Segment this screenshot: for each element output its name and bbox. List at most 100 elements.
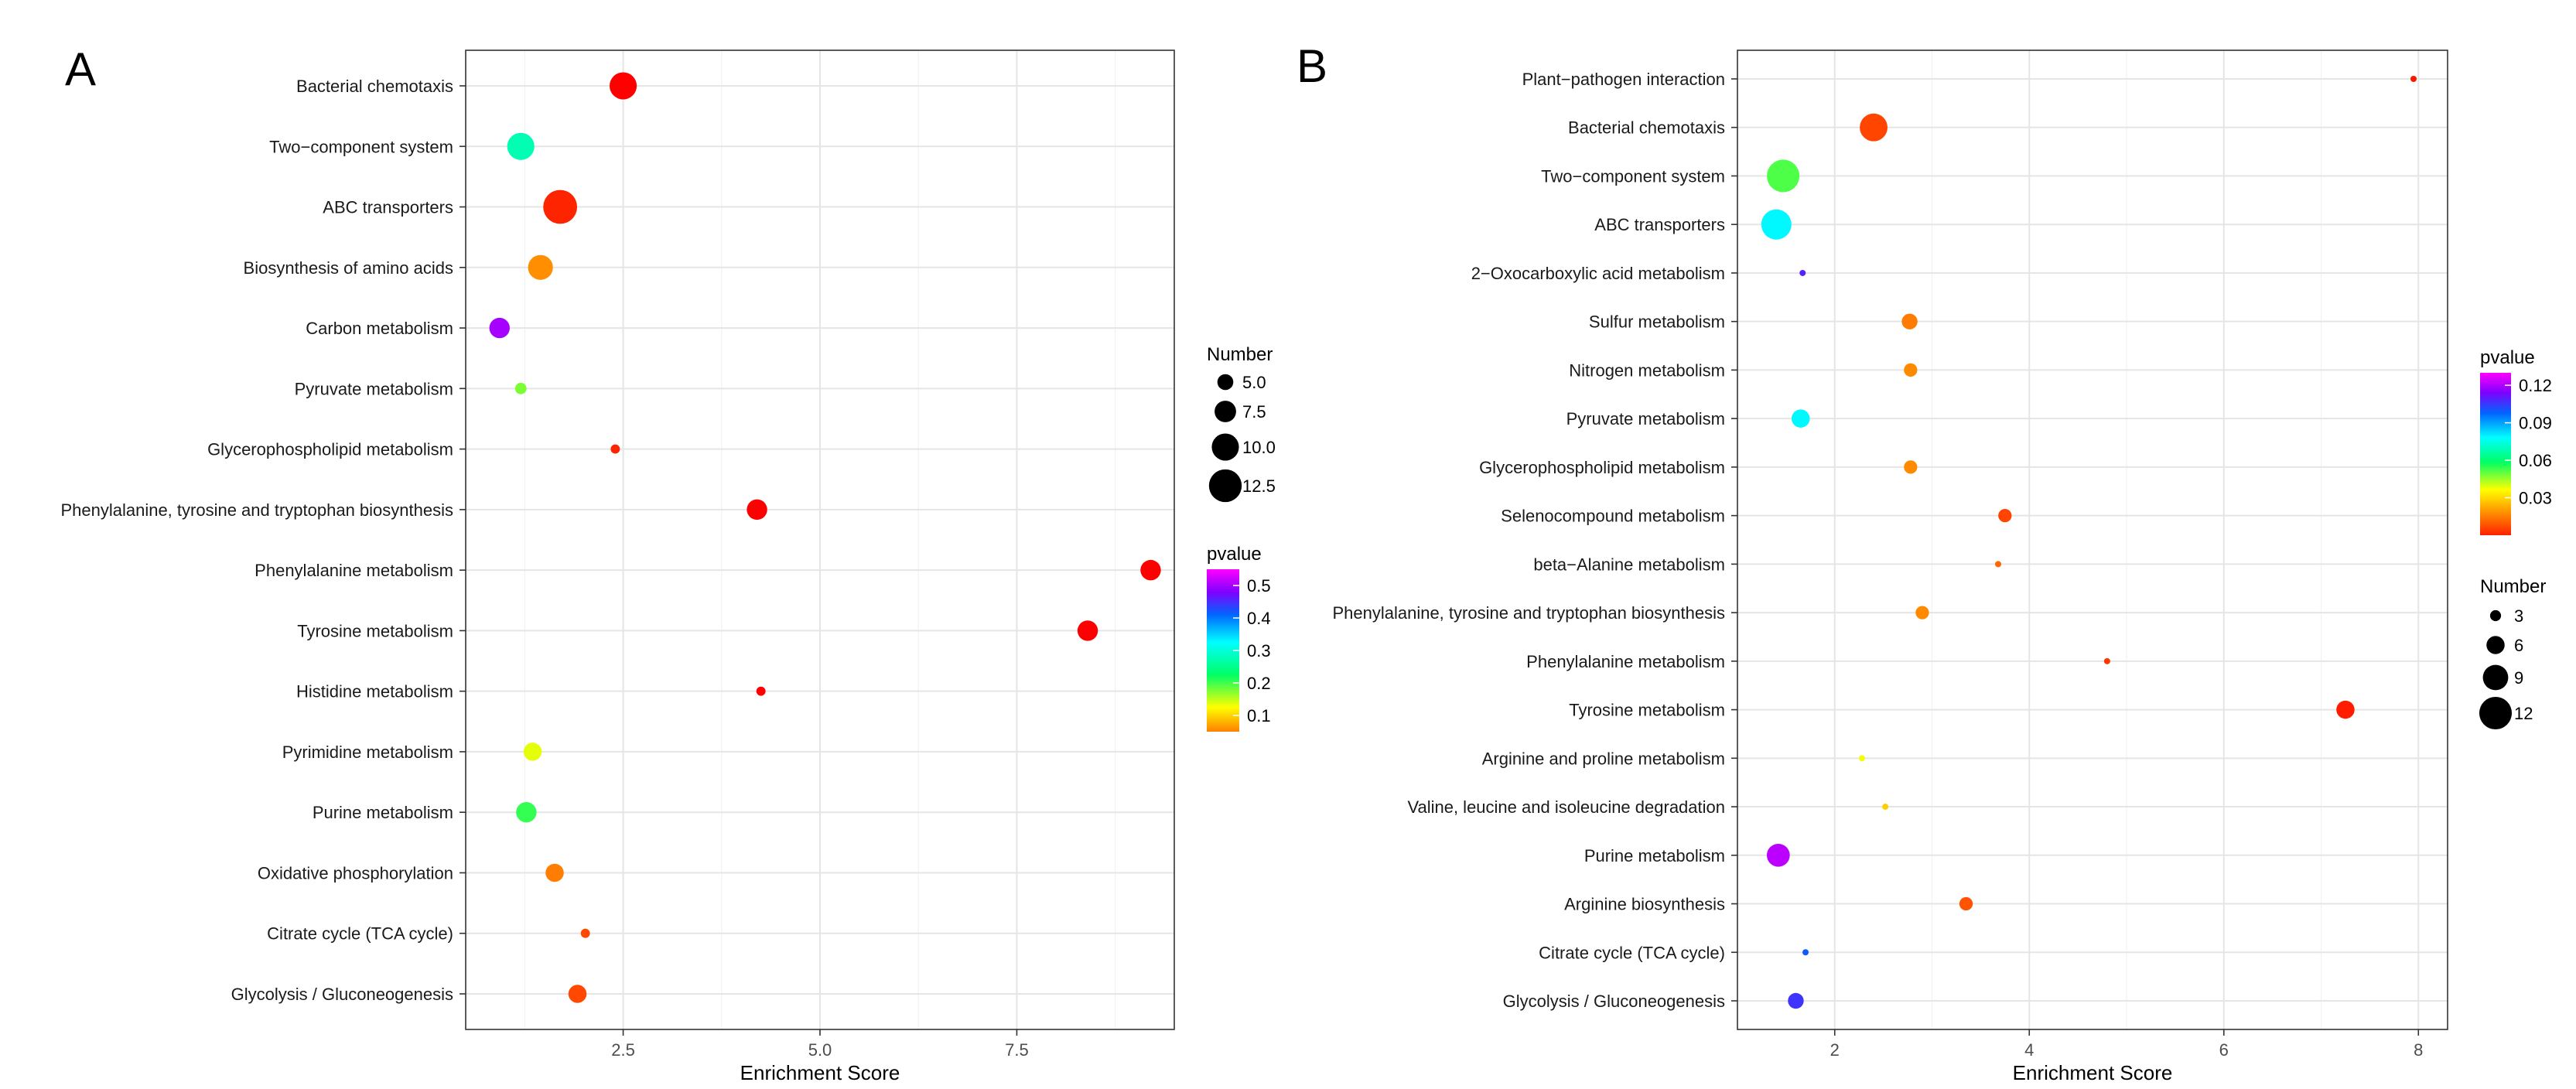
- panel-a-point: [507, 132, 535, 160]
- panel-b-x-axis-title: Enrichment Score: [2013, 1061, 2173, 1084]
- panel-b-category-label: beta−Alanine metabolism: [1533, 555, 1725, 574]
- panel-a-x-tick-label: 7.5: [1005, 1040, 1029, 1060]
- panel-b-x-tick-label: 8: [2414, 1040, 2423, 1060]
- panel-a-points: [489, 72, 1161, 1003]
- panel-a-category-label: Biosynthesis of amino acids: [244, 258, 453, 278]
- panel-b-point: [1858, 755, 1865, 762]
- panel-b-category-label: 2−Oxocarboxylic acid metabolism: [1471, 264, 1725, 283]
- panel-a: A Bacterial chemotaxis Two−component syst…: [60, 43, 1275, 1084]
- panel-b-size-legend-label: 3: [2514, 606, 2523, 626]
- panel-a-point: [580, 928, 590, 938]
- panel-b-category-label: Phenylalanine, tyrosine and tryptophan b…: [1332, 603, 1725, 623]
- panel-b-point: [1904, 363, 1918, 377]
- panel-b-point: [2410, 76, 2417, 82]
- panel-a-category-label: Bacterial chemotaxis: [296, 77, 453, 96]
- panel-a-point: [1140, 559, 1161, 581]
- panel-a-x-tick-label: 2.5: [611, 1040, 635, 1060]
- panel-b-point: [1904, 460, 1918, 474]
- panel-b-size-legend: 3 6 9 12: [2479, 606, 2533, 730]
- panel-a-category-label: Phenylalanine, tyrosine and tryptophan b…: [60, 500, 453, 520]
- panel-a-point: [528, 254, 553, 280]
- panel-b-color-legend-label: 0.03: [2519, 489, 2552, 508]
- panel-b-point: [1882, 804, 1889, 811]
- panel-a-color-legend-label: 0.1: [1247, 706, 1271, 725]
- panel-b-point: [1791, 409, 1810, 428]
- panel-a-category-label: Pyrimidine metabolism: [282, 742, 453, 762]
- panel-b-category-label: ABC transporters: [1594, 215, 1725, 234]
- panel-a-point: [514, 382, 527, 394]
- panel-b-size-legend-key: [2486, 636, 2505, 654]
- panel-b-points: [1761, 76, 2417, 1009]
- panel-a-x-axis-title: Enrichment Score: [740, 1061, 900, 1084]
- panel-b-x-tick-label: 6: [2219, 1040, 2229, 1060]
- panel-a-size-legend-label: 12.5: [1242, 476, 1276, 496]
- panel-b-category-label: Glycolysis / Gluconeogenesis: [1503, 992, 1725, 1011]
- panel-b-plot-frame: [1737, 50, 2448, 1030]
- panel-b-point: [1766, 843, 1790, 867]
- panel-b-category-label: Plant−pathogen interaction: [1522, 70, 1725, 89]
- panel-a-category-label: Phenylalanine metabolism: [255, 561, 453, 580]
- panel-b-x-ticks: 2 4 6 8: [1830, 1029, 2423, 1060]
- panel-a-size-legend-key: [1217, 374, 1234, 391]
- panel-b-category-label: Valine, leucine and isoleucine degradati…: [1407, 797, 1725, 817]
- panel-a-color-legend-label: 0.4: [1247, 609, 1271, 628]
- panel-b-color-legend-title: pvalue: [2480, 347, 2535, 368]
- panel-b-point: [2336, 700, 2355, 719]
- panel-a-point: [489, 317, 510, 339]
- panel-b: B Plant−pathogen interaction Bacterial ch…: [1297, 40, 2552, 1084]
- panel-a-point: [1077, 620, 1098, 641]
- panel-a-category-label: ABC transporters: [323, 198, 453, 217]
- panel-b-color-legend-label: 0.12: [2519, 376, 2552, 395]
- panel-b-colorbar: [2480, 373, 2511, 535]
- panel-b-size-legend-label: 6: [2514, 636, 2523, 655]
- panel-b-size-legend-label: 9: [2514, 668, 2523, 688]
- panel-a-color-legend-ticks: 0.5 0.4 0.3 0.2 0.1: [1233, 576, 1271, 725]
- panel-b-color-legend-ticks: 0.12 0.09 0.06 0.03: [2505, 376, 2552, 508]
- panel-a-color-legend-label: 0.5: [1247, 576, 1271, 596]
- panel-b-category-label: Two−component system: [1541, 166, 1725, 186]
- panel-b-point: [1799, 269, 1806, 276]
- panel-a-category-label: Pyruvate metabolism: [295, 379, 453, 398]
- panel-b-point: [1959, 896, 1973, 911]
- panel-b-point: [1788, 992, 1804, 1009]
- panel-b-size-legend-key: [2479, 696, 2513, 730]
- panel-a-size-legend-key: [1208, 469, 1242, 503]
- panel-b-point: [1802, 949, 1809, 956]
- panel-a-point: [568, 985, 587, 1003]
- panel-b-category-label: Selenocompound metabolism: [1501, 507, 1725, 526]
- panel-a-size-legend-key: [1215, 401, 1236, 422]
- panel-b-grid: [1737, 50, 2448, 1029]
- panel-a-point: [610, 444, 620, 454]
- panel-b-point: [1860, 113, 1888, 142]
- panel-a-point: [516, 802, 537, 823]
- panel-a-letter: A: [65, 43, 96, 95]
- panel-a-point: [543, 189, 578, 224]
- panel-a-color-legend-title: pvalue: [1207, 544, 1262, 565]
- panel-a-x-ticks: 2.5 5.0 7.5: [611, 1029, 1029, 1060]
- panel-b-point: [1998, 508, 2012, 523]
- panel-b-size-legend-key: [2489, 609, 2502, 622]
- panel-b-point: [2103, 657, 2110, 664]
- panel-b-category-label: Glycerophospholipid metabolism: [1479, 458, 1725, 477]
- panel-b-category-label: Citrate cycle (TCA cycle): [1539, 943, 1725, 962]
- panel-b-category-label: Arginine biosynthesis: [1564, 895, 1725, 914]
- panel-a-point: [523, 742, 542, 761]
- panel-a-size-legend-label: 10.0: [1242, 438, 1276, 457]
- panel-a-category-label: Citrate cycle (TCA cycle): [267, 924, 453, 944]
- panel-a-category-label: Histidine metabolism: [296, 682, 453, 702]
- panel-a-legends: Number 5.07.510.012.5 pvalue 0.50.40.30.…: [1207, 344, 1276, 732]
- panel-a-size-legend-label: 7.5: [1242, 402, 1266, 422]
- panel-a-category-label: Carbon metabolism: [306, 319, 453, 338]
- panel-b-size-legend-title: Number: [2480, 576, 2546, 597]
- panel-b-category-label: Nitrogen metabolism: [1569, 360, 1725, 380]
- panel-a-point: [746, 499, 767, 521]
- panel-a-category-label: Tyrosine metabolism: [297, 621, 453, 640]
- panel-a-category-label: Glycerophospholipid metabolism: [207, 440, 453, 459]
- panel-a-size-legend-title: Number: [1207, 344, 1273, 365]
- panel-b-legends: pvalue 0.12 0.09 0.06 0.03 Number 3 6 9 12: [2479, 347, 2552, 730]
- panel-a-point: [610, 72, 637, 100]
- panel-b-category-labels: Plant−pathogen interaction Bacterial chem…: [1332, 70, 1737, 1011]
- panel-a-size-legend-key: [1211, 433, 1239, 461]
- panel-b-category-label: Sulfur metabolism: [1589, 312, 1725, 332]
